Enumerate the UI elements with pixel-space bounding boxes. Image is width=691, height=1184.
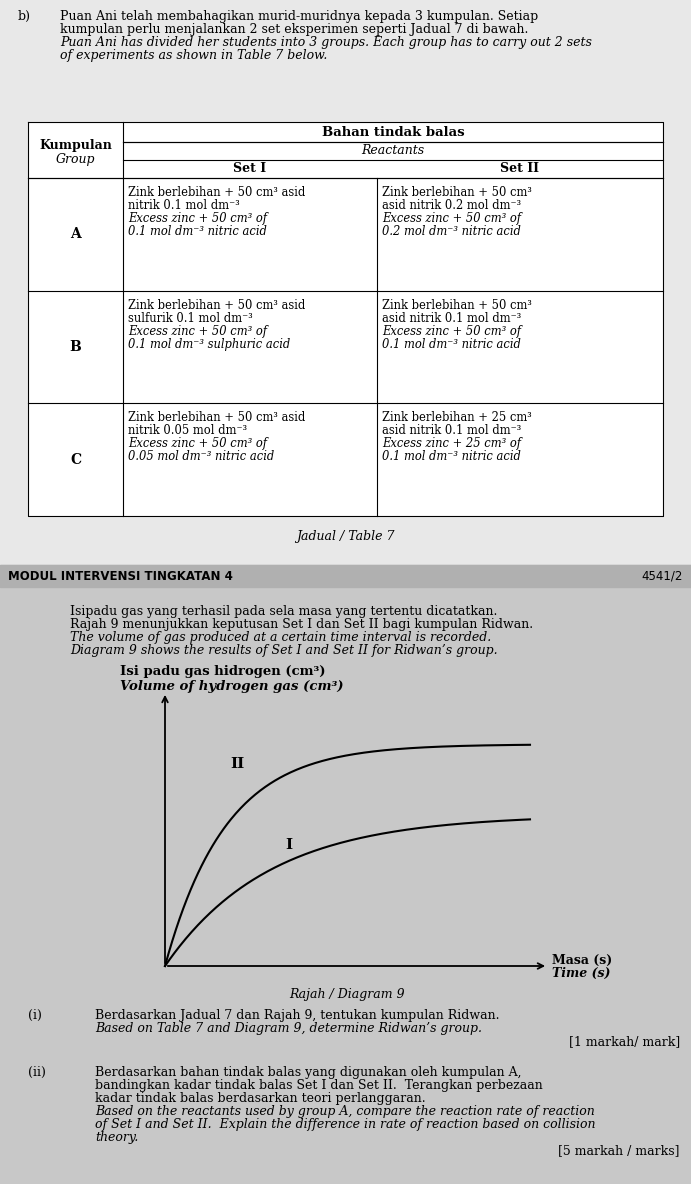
Text: Zink berlebihan + 25 cm³: Zink berlebihan + 25 cm³ <box>382 411 532 424</box>
Text: 4541/2: 4541/2 <box>642 570 683 583</box>
Text: Zink berlebihan + 50 cm³: Zink berlebihan + 50 cm³ <box>382 298 532 311</box>
Text: b): b) <box>18 9 31 22</box>
Text: Excess zinc + 50 cm³ of: Excess zinc + 50 cm³ of <box>382 324 521 337</box>
Text: asid nitrik 0.1 mol dm⁻³: asid nitrik 0.1 mol dm⁻³ <box>382 311 521 324</box>
Bar <box>0 565 691 1184</box>
Text: asid nitrik 0.2 mol dm⁻³: asid nitrik 0.2 mol dm⁻³ <box>382 199 521 212</box>
Text: of experiments as shown in Table 7 below.: of experiments as shown in Table 7 below… <box>60 49 328 62</box>
Text: Zink berlebihan + 50 cm³ asid: Zink berlebihan + 50 cm³ asid <box>128 411 305 424</box>
Text: Kumpulan: Kumpulan <box>39 140 112 153</box>
Text: Puan Ani has divided her students into 3 groups. Each group has to carry out 2 s: Puan Ani has divided her students into 3… <box>60 36 592 49</box>
Text: MODUL INTERVENSI TINGKATAN 4: MODUL INTERVENSI TINGKATAN 4 <box>8 570 233 583</box>
Text: B: B <box>70 340 82 354</box>
Text: (i): (i) <box>28 1009 42 1022</box>
Text: C: C <box>70 452 81 466</box>
Text: Based on the reactants used by group A, compare the reaction rate of reaction: Based on the reactants used by group A, … <box>95 1105 595 1118</box>
Text: 0.1 mol dm⁻³ nitric acid: 0.1 mol dm⁻³ nitric acid <box>382 337 521 350</box>
Text: 0.1 mol dm⁻³ nitric acid: 0.1 mol dm⁻³ nitric acid <box>382 450 521 463</box>
Text: Group: Group <box>56 153 95 166</box>
Text: Jadual / Table 7: Jadual / Table 7 <box>296 530 395 543</box>
Text: II: II <box>230 758 244 772</box>
Text: Excess zinc + 50 cm³ of: Excess zinc + 50 cm³ of <box>382 212 521 225</box>
Text: bandingkan kadar tindak balas Set I dan Set II.  Terangkan perbezaan: bandingkan kadar tindak balas Set I dan … <box>95 1079 542 1092</box>
Text: nitrik 0.05 mol dm⁻³: nitrik 0.05 mol dm⁻³ <box>128 424 247 437</box>
Text: Set II: Set II <box>500 162 540 175</box>
Text: kadar tindak balas berdasarkan teori perlanggaran.: kadar tindak balas berdasarkan teori per… <box>95 1092 426 1105</box>
Text: 0.1 mol dm⁻³ nitric acid: 0.1 mol dm⁻³ nitric acid <box>128 225 267 238</box>
Text: [1 markah/ mark]: [1 markah/ mark] <box>569 1035 680 1048</box>
Text: Based on Table 7 and Diagram 9, determine Ridwan’s group.: Based on Table 7 and Diagram 9, determin… <box>95 1022 482 1035</box>
Text: Excess zinc + 25 cm³ of: Excess zinc + 25 cm³ of <box>382 437 521 450</box>
Text: Excess zinc + 50 cm³ of: Excess zinc + 50 cm³ of <box>128 212 267 225</box>
Text: 0.1 mol dm⁻³ sulphuric acid: 0.1 mol dm⁻³ sulphuric acid <box>128 337 290 350</box>
Text: Berdasarkan bahan tindak balas yang digunakan oleh kumpulan A,: Berdasarkan bahan tindak balas yang digu… <box>95 1066 522 1079</box>
Text: Isi padu gas hidrogen (cm³): Isi padu gas hidrogen (cm³) <box>120 665 325 678</box>
Text: Zink berlebihan + 50 cm³ asid: Zink berlebihan + 50 cm³ asid <box>128 298 305 311</box>
Text: Reactants: Reactants <box>361 144 424 157</box>
Bar <box>28 122 663 516</box>
Text: Set I: Set I <box>234 162 267 175</box>
Text: Volume of hydrogen gas (cm³): Volume of hydrogen gas (cm³) <box>120 680 343 693</box>
Text: A: A <box>70 227 81 242</box>
Text: (ii): (ii) <box>28 1066 46 1079</box>
Text: Rajah 9 menunjukkan keputusan Set I dan Set II bagi kumpulan Ridwan.: Rajah 9 menunjukkan keputusan Set I dan … <box>70 618 533 631</box>
Text: Excess zinc + 50 cm³ of: Excess zinc + 50 cm³ of <box>128 437 267 450</box>
Text: of Set I and Set II.  Explain the difference in rate of reaction based on collis: of Set I and Set II. Explain the differe… <box>95 1118 596 1131</box>
Text: Masa (s): Masa (s) <box>552 954 612 967</box>
Text: Isipadu gas yang terhasil pada sela masa yang tertentu dicatatkan.: Isipadu gas yang terhasil pada sela masa… <box>70 605 498 618</box>
Text: theory.: theory. <box>95 1131 138 1144</box>
Text: Bahan tindak balas: Bahan tindak balas <box>322 126 464 139</box>
Text: sulfurik 0.1 mol dm⁻³: sulfurik 0.1 mol dm⁻³ <box>128 311 253 324</box>
Text: Rajah / Diagram 9: Rajah / Diagram 9 <box>290 987 406 1000</box>
Text: 0.2 mol dm⁻³ nitric acid: 0.2 mol dm⁻³ nitric acid <box>382 225 521 238</box>
Text: Puan Ani telah membahagikan murid-muridnya kepada 3 kumpulan. Setiap: Puan Ani telah membahagikan murid-muridn… <box>60 9 538 22</box>
Text: 0.05 mol dm⁻³ nitric acid: 0.05 mol dm⁻³ nitric acid <box>128 450 274 463</box>
Text: Berdasarkan Jadual 7 dan Rajah 9, tentukan kumpulan Ridwan.: Berdasarkan Jadual 7 dan Rajah 9, tentuk… <box>95 1009 500 1022</box>
Bar <box>0 565 691 587</box>
Text: Diagram 9 shows the results of Set I and Set II for Ridwan’s group.: Diagram 9 shows the results of Set I and… <box>70 644 498 657</box>
Text: Zink berlebihan + 50 cm³ asid: Zink berlebihan + 50 cm³ asid <box>128 186 305 199</box>
Text: The volume of gas produced at a certain time interval is recorded.: The volume of gas produced at a certain … <box>70 631 491 644</box>
Text: kumpulan perlu menjalankan 2 set eksperimen seperti Jadual 7 di bawah.: kumpulan perlu menjalankan 2 set eksperi… <box>60 22 529 36</box>
Text: nitrik 0.1 mol dm⁻³: nitrik 0.1 mol dm⁻³ <box>128 199 240 212</box>
Text: Time (s): Time (s) <box>552 967 610 980</box>
Text: Excess zinc + 50 cm³ of: Excess zinc + 50 cm³ of <box>128 324 267 337</box>
Text: asid nitrik 0.1 mol dm⁻³: asid nitrik 0.1 mol dm⁻³ <box>382 424 521 437</box>
Text: Zink berlebihan + 50 cm³: Zink berlebihan + 50 cm³ <box>382 186 532 199</box>
Text: I: I <box>285 838 292 852</box>
Text: [5 markah / marks]: [5 markah / marks] <box>558 1144 680 1157</box>
